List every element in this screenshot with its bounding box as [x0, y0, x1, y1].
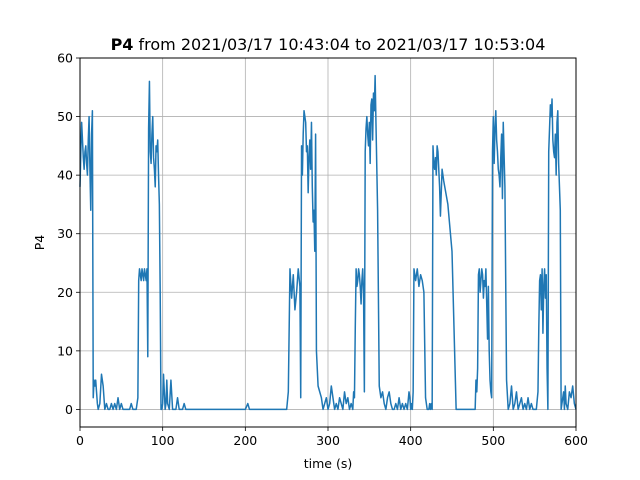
y-tick-label: 0 [65, 402, 73, 417]
y-tick-label: 40 [57, 168, 73, 183]
y-tick-label: 30 [57, 226, 73, 241]
x-tick-label: 300 [316, 433, 340, 448]
x-axis-ticks: 0 100 200 300 400 500 600 [76, 427, 588, 448]
y-tick-label: 60 [57, 51, 73, 66]
y-axis-ticks: 0 10 20 30 40 50 60 [57, 51, 80, 417]
y-tick-label: 20 [57, 285, 73, 300]
x-tick-label: 600 [564, 433, 588, 448]
x-tick-label: 100 [151, 433, 175, 448]
x-axis-label: time (s) [304, 456, 352, 471]
x-tick-label: 400 [399, 433, 423, 448]
y-tick-label: 50 [57, 109, 73, 124]
chart-title: P4 from 2021/03/17 10:43:04 to 2021/03/1… [111, 35, 546, 54]
series-line-p4 [79, 74, 577, 411]
x-tick-label: 0 [76, 433, 84, 448]
y-axis-label: P4 [32, 235, 47, 251]
chart-title-bold: P4 [111, 35, 134, 54]
x-tick-label: 500 [481, 433, 505, 448]
y-tick-label: 10 [57, 343, 73, 358]
chart-title-range: from 2021/03/17 10:43:04 to 2021/03/17 1… [139, 35, 546, 54]
x-tick-label: 200 [233, 433, 257, 448]
